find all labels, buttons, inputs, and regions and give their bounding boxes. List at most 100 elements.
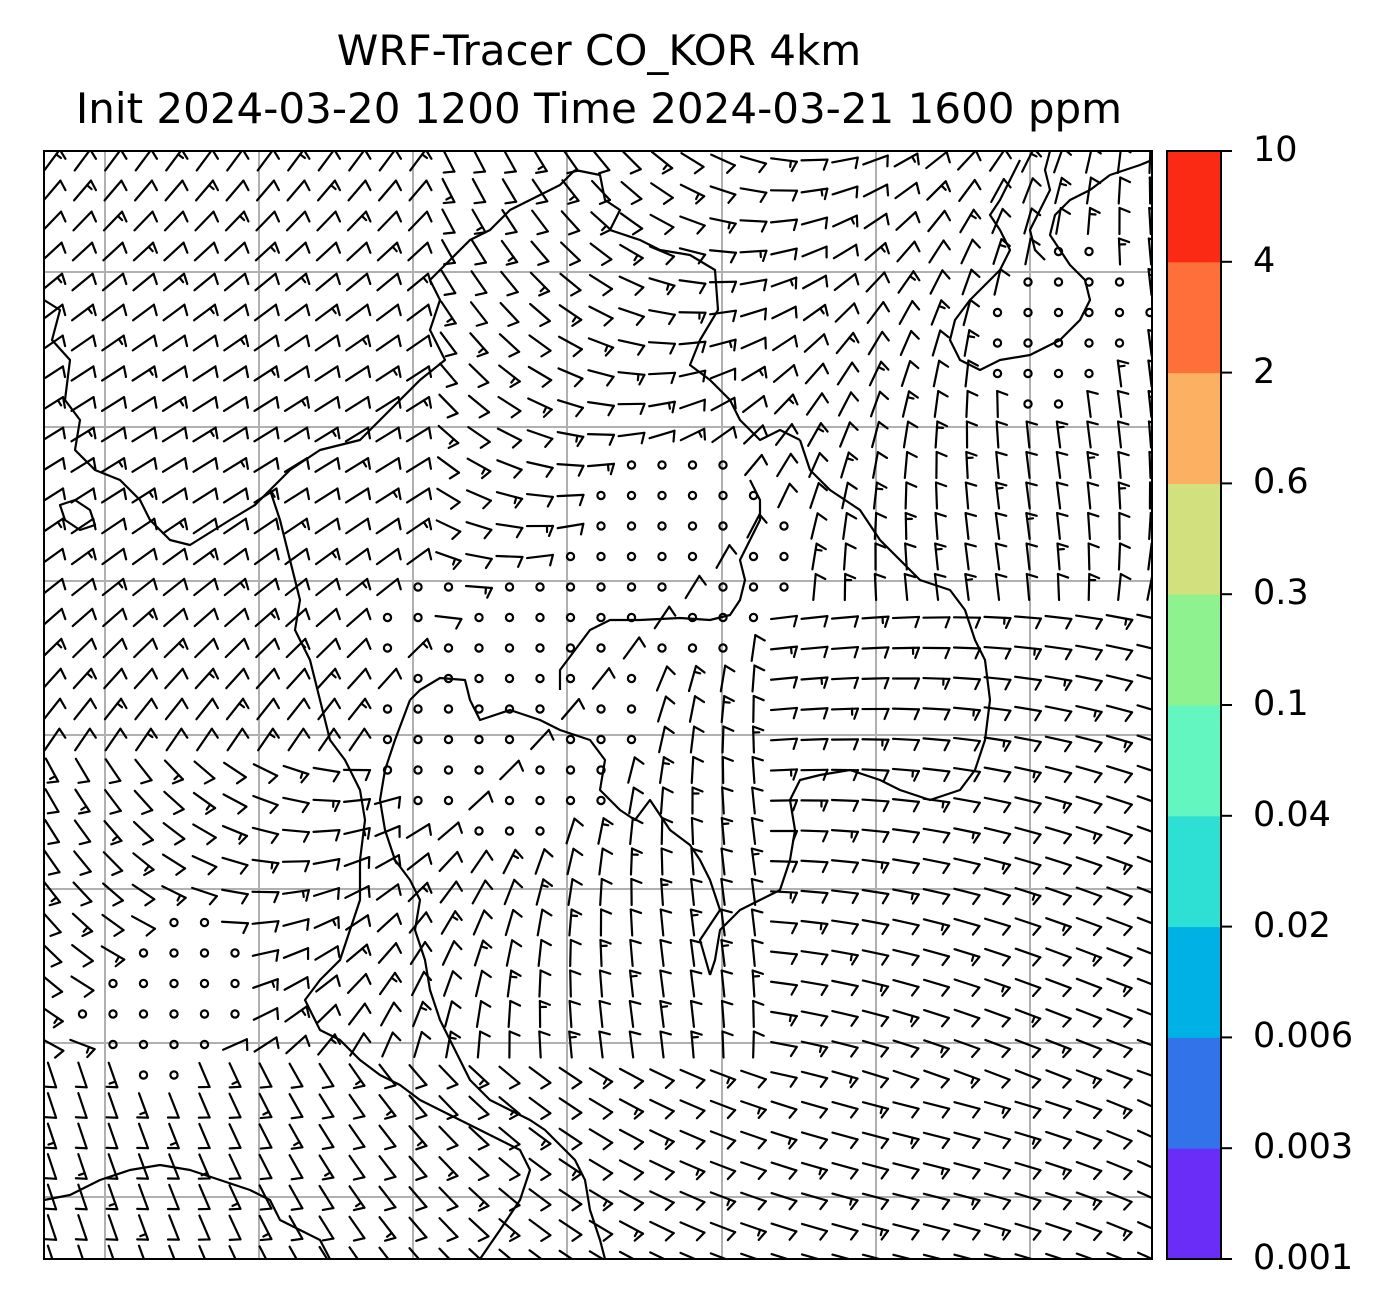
calm-wind-marker (596, 551, 606, 562)
wind-barb (497, 395, 522, 419)
wind-barb (861, 1009, 890, 1028)
wind-barb (770, 1010, 798, 1027)
wind-barb (258, 1123, 273, 1150)
wind-barb (740, 336, 767, 350)
wind-barb (689, 908, 703, 937)
wind-barb (1075, 1008, 1103, 1028)
wind-barb (316, 210, 342, 232)
wind-barb (317, 697, 342, 721)
wind-barb (660, 877, 673, 907)
wind-barb (377, 210, 403, 232)
wind-barb (284, 272, 311, 292)
wind-barb (1013, 615, 1043, 630)
wind-barb (689, 999, 703, 1029)
wind-barb (316, 637, 342, 659)
wind-barb (566, 847, 584, 876)
wind-barb (1105, 644, 1134, 661)
wind-barb (467, 394, 491, 419)
calm-wind-marker (169, 978, 179, 989)
wind-barb (314, 303, 341, 322)
wind-barb (992, 238, 1011, 265)
wind-barb (133, 637, 159, 659)
wind-barb (690, 877, 703, 907)
wind-barb (407, 241, 433, 262)
wind-barb (466, 457, 492, 480)
wind-barb (622, 636, 646, 660)
wind-barb (720, 999, 734, 1029)
calm-wind-marker (382, 734, 393, 745)
wind-barb (983, 1131, 1012, 1150)
wind-barb (318, 1093, 335, 1120)
wind-barb (965, 389, 979, 419)
wind-barb (346, 607, 372, 628)
wind-barb (1106, 947, 1133, 967)
calm-wind-marker (199, 917, 210, 928)
wind-barb (223, 577, 250, 597)
wind-barb (192, 791, 217, 815)
wind-barb (599, 908, 613, 937)
wind-barb (222, 487, 250, 504)
wind-barb (618, 307, 645, 326)
wind-barb (405, 426, 433, 443)
wind-barb (44, 667, 67, 689)
wind-barb (253, 1036, 280, 1053)
calm-wind-marker (626, 704, 637, 714)
colorbar (1167, 151, 1221, 1260)
wind-barb (720, 878, 733, 906)
calm-wind-marker (1145, 307, 1152, 318)
wind-barb (527, 365, 553, 388)
wind-barb (1137, 1190, 1152, 1200)
wind-barb (599, 938, 612, 968)
wind-barb (861, 615, 890, 628)
wind-barb (163, 759, 185, 785)
wind-barb (1045, 856, 1072, 875)
wind-barb (408, 1186, 428, 1212)
wind-barb (892, 828, 920, 844)
colorbar-segment (1167, 1148, 1221, 1260)
wind-barb (253, 547, 280, 566)
wind-barb (101, 272, 128, 292)
wind-barb (715, 544, 738, 569)
wind-barb (405, 396, 433, 412)
wind-barb (588, 1067, 614, 1090)
wind-barb (101, 517, 128, 535)
calm-wind-marker (138, 948, 149, 958)
wind-barb (586, 433, 616, 446)
wind-barb (375, 365, 402, 382)
wind-barb (556, 462, 585, 477)
wind-barb (436, 456, 461, 480)
wind-barb (561, 179, 580, 205)
wind-barb (345, 272, 372, 292)
calm-wind-marker (1053, 399, 1064, 409)
wind-barb (70, 396, 97, 412)
wind-barb (558, 304, 583, 327)
calm-wind-marker (413, 734, 423, 745)
wind-barb (929, 269, 951, 295)
wind-barb (1054, 176, 1072, 205)
wind-barb (74, 1122, 88, 1150)
wind-barb (1014, 705, 1042, 722)
wind-barb (1014, 1038, 1042, 1059)
wind-barb (438, 1156, 459, 1182)
wind-barb (1045, 1222, 1072, 1241)
wind-barb (953, 1131, 981, 1150)
wind-barb (618, 275, 645, 296)
wind-barb (680, 152, 705, 175)
wind-barb (831, 156, 859, 170)
wind-barb (710, 396, 737, 412)
wind-barb (164, 179, 189, 202)
wind-barb (873, 511, 888, 541)
wind-barb (380, 1001, 402, 1027)
wind-barb (101, 303, 128, 322)
wind-barb (192, 426, 219, 443)
wind-barb (953, 1069, 981, 1089)
wind-barb (711, 425, 738, 444)
calm-wind-marker (443, 673, 454, 684)
wind-barb (221, 856, 249, 875)
wind-barb (831, 1100, 859, 1119)
wind-barb (251, 949, 280, 962)
wind-barb (1044, 735, 1073, 753)
wind-barb (892, 918, 920, 936)
wind-barb (1147, 389, 1152, 419)
calm-wind-marker (565, 612, 576, 623)
